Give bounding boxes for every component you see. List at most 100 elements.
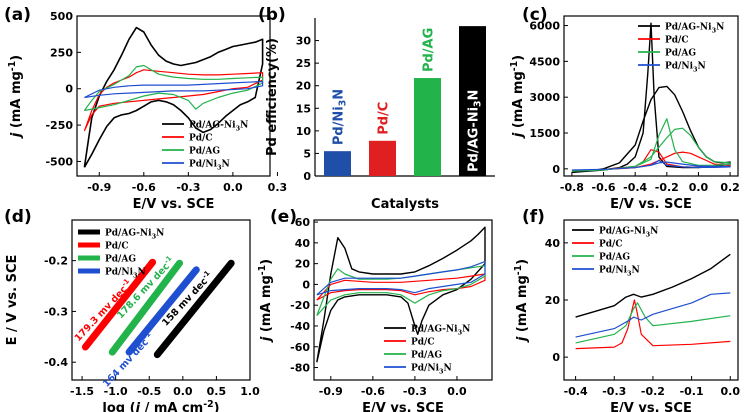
panel-label-b: (b) <box>258 5 286 25</box>
legend: Pd/AG-Ni3​NPd/C Pd/AG Pd/Ni3​N <box>384 325 470 376</box>
x-tick-label: -1.5 <box>70 385 94 398</box>
y-tick-label: -500 <box>45 155 73 168</box>
panel-label-d: (d) <box>4 207 32 227</box>
y-tick-label: 40 <box>545 237 561 250</box>
panel-e: (e) -80 -60 -40 -20 0 20 40 60 -0.9 -0.6 -0.3 0.0E/V… <box>257 207 493 412</box>
series-line-0 <box>571 22 731 174</box>
x-tick-label: -0.3 <box>176 181 200 194</box>
y-tick-label: 0 <box>552 351 560 364</box>
x-axis-title: E/V vs. SCE <box>610 401 692 412</box>
series-line-3 <box>316 261 486 296</box>
legend-label: Pd/AG <box>665 49 696 59</box>
panel-b: (b) 0 5 10 15 20 25 30 Catalysts Pd efficiency(%)… <box>258 5 495 212</box>
y-tick-label: 0 <box>303 170 311 183</box>
y-tick-label: 500 <box>50 10 73 23</box>
y-axis-title: j (mA mg-1​) <box>509 55 526 139</box>
x-tick-label: -0.2 <box>641 385 665 398</box>
legend: Pd/AG-Ni3​NPd/C Pd/AG Pd/Ni3​N <box>638 23 724 74</box>
y-tick-label: -0.3 <box>44 305 68 318</box>
x-tick-label: 1.0 <box>240 385 260 398</box>
x-tick-label: -0.8 <box>560 181 584 194</box>
series-line-0 <box>575 253 731 318</box>
y-tick-label: 15 <box>296 102 311 115</box>
x-tick-label: -0.6 <box>592 181 616 194</box>
series-line-2 <box>575 302 731 344</box>
series-line-1 <box>81 258 157 351</box>
panel-label-f: (f) <box>522 207 545 227</box>
plot-frame <box>563 15 739 177</box>
y-tick-label: 10 <box>296 125 312 138</box>
panel-label-a: (a) <box>4 5 31 25</box>
series-line-1 <box>575 299 731 350</box>
y-tick-label: -60 <box>290 341 310 354</box>
legend-label: Pd/AG-Ni3​N <box>411 325 470 337</box>
x-tick-label: -0.6 <box>132 181 156 194</box>
x-tick-label: 0.0 <box>689 181 709 194</box>
y-tick-label: 5 <box>303 147 311 160</box>
y-tick-label: 4500 <box>529 55 560 68</box>
series-line-0 <box>83 26 264 168</box>
x-tick-label: -0.9 <box>319 385 343 398</box>
y-tick-label: 30 <box>296 35 312 48</box>
x-tick-label: -1.0 <box>104 385 128 398</box>
series-line-3 <box>575 292 731 338</box>
x-tick-label: 0.3 <box>268 181 288 194</box>
legend-label: Pd/Ni3​N <box>189 160 230 172</box>
x-tick-label: -0.9 <box>87 181 111 194</box>
y-tick-label: 20 <box>296 80 312 93</box>
legend-label: Pd/Ni3​N <box>599 266 640 278</box>
y-tick-label: 25 <box>296 57 311 70</box>
x-tick-label: -0.4 <box>623 181 647 194</box>
panel-d: (d) -0.4 -0.3 -0.2 -1.5 -1.0 -0.5 0.0 0.5 1.0 log … <box>4 207 260 412</box>
y-tick-label: 250 <box>50 46 73 59</box>
bar-0 <box>324 151 351 176</box>
series-line-3 <box>125 266 200 356</box>
y-tick-label: 20 <box>295 258 311 271</box>
y-tick-label: -40 <box>290 320 310 333</box>
panel-f: (f) 0 20 40 -0.4 -0.3 -0.2 -0.1 0.0 E/V vs. SCE j … <box>513 207 740 412</box>
bar-2 <box>414 78 441 176</box>
panel-label-e: (e) <box>270 207 297 227</box>
legend-label: Pd/Ni3​N <box>665 62 706 74</box>
y-axis-title: j (mA mg-1​) <box>257 259 274 343</box>
series-line-0 <box>153 259 235 359</box>
x-tick-label: 0.0 <box>447 385 467 398</box>
x-tick-label: 0.2 <box>720 181 740 194</box>
legend-label: Pd/AG <box>105 255 136 265</box>
legend-label: Pd/Ni3​N <box>105 268 146 280</box>
legend: Pd/AG-Ni3​NPd/C Pd/AG Pd/Ni3​N <box>78 229 164 280</box>
bar-label-2: Pd/AG <box>422 28 437 72</box>
legend-label: Pd/Ni3​N <box>411 364 452 376</box>
plot-frame <box>313 219 493 381</box>
x-axis-title: log (j / mA cm-2​) <box>102 399 219 412</box>
series-line-1 <box>571 149 731 172</box>
series-line-3 <box>571 159 731 171</box>
legend-label: Pd/C <box>599 240 623 250</box>
legend-label: Pd/AG-Ni3​N <box>665 23 724 35</box>
y-tick-label: 3000 <box>529 91 560 104</box>
x-tick-label: 0.0 <box>173 385 193 398</box>
legend-label: Pd/AG <box>411 351 442 361</box>
series-line-2 <box>108 259 183 356</box>
bar-1 <box>369 140 396 176</box>
y-tick-label: 0 <box>552 163 560 176</box>
x-tick-label: 0.0 <box>223 181 243 194</box>
y-tick-label: 6000 <box>529 20 560 33</box>
legend-label: Pd/C <box>189 134 213 144</box>
y-tick-label: 0 <box>65 83 73 96</box>
x-tick-label: -0.3 <box>403 385 427 398</box>
legend-label: Pd/AG-Ni3​N <box>105 229 164 241</box>
x-tick-label: 0.0 <box>721 385 741 398</box>
y-tick-label: -80 <box>290 362 310 375</box>
bar-label-1: Pd/C <box>377 102 392 135</box>
y-tick-label: -250 <box>45 119 73 132</box>
legend: Pd/AG-Ni3​NPd/C Pd/AG Pd/Ni3​N <box>572 227 658 278</box>
legend: Pd/AG-Ni3​NPd/C Pd/AG Pd/Ni3​N <box>162 121 248 172</box>
x-axis-title: E/V vs. SCE <box>610 197 692 212</box>
y-tick-label: 60 <box>295 216 311 229</box>
y-tick-label: 20 <box>545 294 561 307</box>
bar-label-0: Pd/Ni3​N <box>332 89 349 145</box>
plot-frame <box>76 15 271 177</box>
y-tick-label: -20 <box>290 299 310 312</box>
